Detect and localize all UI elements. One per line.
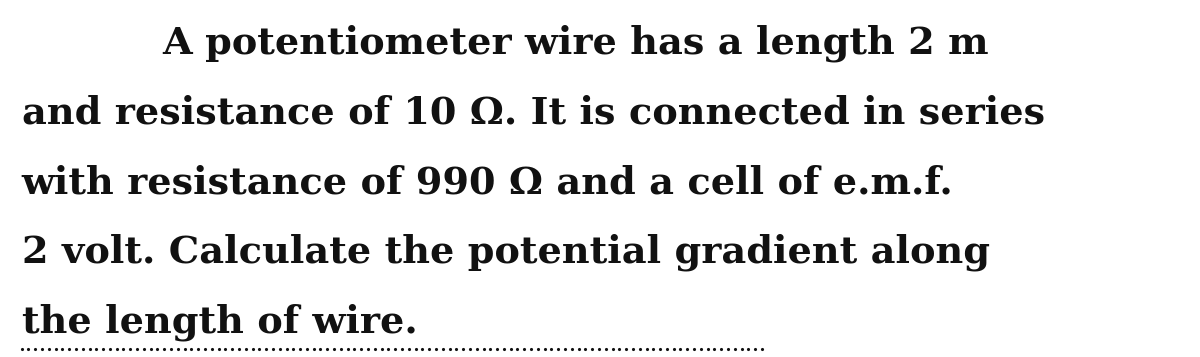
- Text: A potentiometer wire has a length 2 m: A potentiometer wire has a length 2 m: [162, 25, 989, 62]
- Text: 2 volt. Calculate the potential gradient along: 2 volt. Calculate the potential gradient…: [22, 234, 990, 271]
- Text: and resistance of 10 Ω. It is connected in series: and resistance of 10 Ω. It is connected …: [22, 95, 1045, 132]
- Text: with resistance of 990 Ω and a cell of e.m.f.: with resistance of 990 Ω and a cell of e…: [22, 164, 953, 201]
- Text: the length of wire.: the length of wire.: [22, 303, 418, 341]
